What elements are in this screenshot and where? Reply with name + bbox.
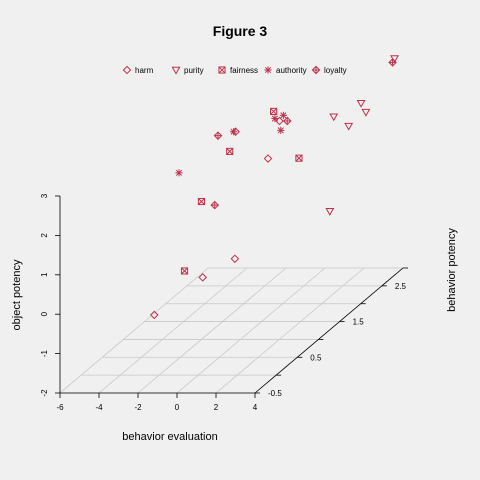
y-axis: -0.5 0.5 1.5 2.5 <box>255 268 408 398</box>
legend-label-harm: harm <box>135 66 154 75</box>
legend-label-fairness: fairness <box>230 66 258 75</box>
authority-point <box>271 115 278 122</box>
authority-point <box>175 169 182 176</box>
y-tick-label: 0.5 <box>310 353 322 362</box>
loyalty-point <box>284 117 291 124</box>
y-tick-label: 1.5 <box>353 318 365 327</box>
fairness-point <box>271 108 277 114</box>
chart-title: Figure 3 <box>213 23 268 39</box>
data-points <box>151 56 398 319</box>
purity-point <box>357 100 364 106</box>
z-tick-label: 3 <box>40 193 49 198</box>
grid-line <box>138 268 286 393</box>
harm-point <box>151 311 158 318</box>
purity-point <box>362 109 369 115</box>
grid-line <box>99 268 247 393</box>
z-tick-label: -2 <box>40 389 49 397</box>
authority-point <box>280 112 287 119</box>
authority-point <box>230 128 237 135</box>
z-tick-label: 0 <box>40 311 49 316</box>
x-tick-label: -6 <box>56 403 64 412</box>
loyalty-point <box>211 202 218 209</box>
x-axis: -6 -4 -2 0 2 4 <box>56 393 257 412</box>
legend: harm purity fairness authority loyalty <box>123 66 346 75</box>
grid-line <box>216 268 364 393</box>
y-tick-label: -0.5 <box>268 389 282 398</box>
legend-marker-fairness <box>219 67 225 73</box>
x-tick-label: -4 <box>95 403 103 412</box>
legend-label-authority: authority <box>276 66 307 75</box>
legend-label-loyalty: loyalty <box>324 66 347 75</box>
x-tick-label: -2 <box>134 403 142 412</box>
floor-grid <box>60 268 403 393</box>
purity-point <box>326 209 333 215</box>
y-tick-label: 2.5 <box>395 282 407 291</box>
loyalty-point <box>214 132 221 139</box>
y-axis-line <box>255 268 403 393</box>
fairness-point <box>198 198 204 204</box>
z-tick-label: -1 <box>40 349 49 357</box>
x-tick-label: 0 <box>175 403 180 412</box>
fairness-point <box>296 155 302 161</box>
purity-point <box>330 114 337 120</box>
x-axis-label: behavior evaluation <box>122 431 217 443</box>
grid-line <box>60 268 208 393</box>
fairness-point <box>227 148 233 154</box>
legend-label-purity: purity <box>184 66 204 75</box>
harm-point <box>264 155 271 162</box>
legend-marker-loyalty <box>312 66 319 73</box>
legend-marker-authority <box>264 66 271 73</box>
authority-point <box>277 127 284 134</box>
loyalty-point <box>389 59 396 66</box>
z-tick-label: 1 <box>40 272 49 277</box>
purity-point <box>345 123 352 129</box>
x-tick-label: 4 <box>253 403 258 412</box>
legend-marker-purity <box>172 67 179 73</box>
x-tick-label: 2 <box>214 403 219 412</box>
z-tick-label: 2 <box>40 233 49 238</box>
fairness-point <box>181 268 187 274</box>
grid-line <box>177 268 325 393</box>
y-axis-label: behavior potency <box>446 228 458 312</box>
harm-point <box>231 255 238 262</box>
z-axis: -2 -1 0 1 2 3 <box>40 193 60 396</box>
z-axis-label: object potency <box>11 259 23 330</box>
legend-marker-harm <box>123 66 130 73</box>
